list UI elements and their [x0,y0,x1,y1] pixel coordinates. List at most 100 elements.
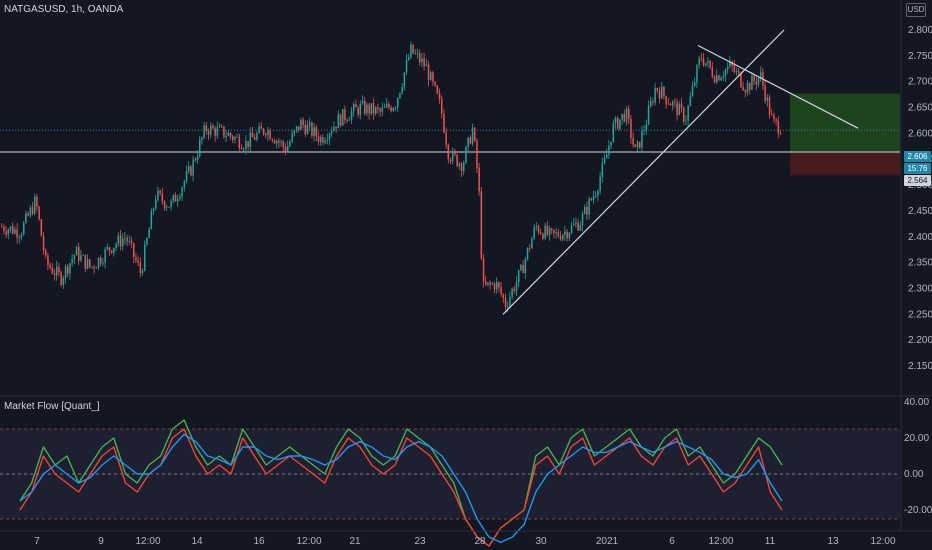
candle-body [155,199,157,209]
candle-body [7,229,10,235]
candle-body [515,282,518,292]
candle-body [533,227,535,239]
countdown-tag: 15:76 [904,163,931,174]
candle-body [159,190,161,194]
candle-body [683,108,685,122]
candle-body [773,114,775,119]
candle-body [520,264,522,271]
candle-body [133,243,135,257]
candle-body [245,140,247,150]
candle-body [526,247,529,260]
candle-body [478,167,480,192]
time-axis-tick: 30 [535,536,547,547]
candle-body [64,266,67,279]
candle-body [18,237,21,238]
candle-body [179,196,181,199]
candle-body [775,118,777,122]
candle-body [729,61,731,67]
candle-body [113,247,115,253]
candle-body [75,246,78,256]
price-axis-tick: 2.150 [908,361,932,372]
candle-body [386,104,388,108]
time-axis-tick: 12:00 [296,536,321,547]
candle-body [243,149,245,150]
candle-body [575,222,577,224]
candle-body [201,137,203,141]
candle-body [590,198,593,200]
candle-body [676,101,678,116]
flow-axis-tick: 40.00 [904,397,929,408]
candle-body [617,117,619,129]
candle-body [353,104,355,112]
candle-body [641,130,643,148]
candle-body [34,196,36,214]
price-axis-tick: 2.650 [908,103,932,114]
candle-body [199,140,201,157]
candle-body [465,147,467,164]
candle-body [531,238,533,249]
candle-body [27,213,29,216]
candle-body [212,125,214,129]
candle-body [738,71,740,74]
candle-body [579,225,582,231]
candle-body [700,58,703,60]
candle-body [443,113,445,133]
candle-body [595,195,597,197]
candle-body [342,109,344,126]
candle-body [696,65,698,83]
price-axis-tick: 2.450 [908,206,932,217]
candle-body [493,283,496,290]
candle-body [278,140,280,143]
candle-body [691,85,694,97]
candle-body [150,211,153,230]
candle-body [126,237,128,242]
time-axis-tick: 12:00 [870,536,895,547]
candle-body [394,107,397,109]
candle-body [608,145,610,155]
candle-body [537,226,540,233]
candle-body [144,244,146,271]
candle-body [650,101,652,107]
candle-body [447,144,450,160]
candle-body [397,97,399,108]
candle-body [58,266,60,273]
currency-badge[interactable]: USD [906,3,926,17]
candle-body [146,238,148,245]
candle-body [375,107,377,114]
candle-body [405,59,408,73]
candle-body [632,138,634,145]
candle-body [661,86,663,99]
candle-body [128,240,131,242]
candle-body [313,127,315,136]
candle-body [619,119,621,129]
candle-body [606,154,608,159]
candle-body [172,194,175,202]
candle-body [735,71,738,72]
candle-body [348,119,351,121]
candle-body [718,75,720,81]
candle-body [502,294,505,298]
candle-body [740,73,742,87]
candle-body [161,193,164,202]
candle-body [599,176,601,191]
candle-body [357,107,359,115]
candle-body [665,95,667,104]
candle-body [689,96,692,106]
time-axis-tick: 11 [765,536,776,547]
candle-body [779,133,782,135]
candle-body [592,195,595,200]
candle-body [766,97,769,102]
candle-body [251,132,254,138]
candle-body [210,125,212,135]
candle-body [108,247,111,251]
price-axis-tick: 2.600 [908,128,932,139]
candle-body [603,158,606,164]
candle-body [480,191,483,259]
candle-body [476,140,478,168]
candle-body [216,127,219,137]
candle-body [227,132,230,136]
level-price-tag: 2.564 [904,175,931,186]
candle-body [232,136,234,140]
candle-body [491,283,494,285]
